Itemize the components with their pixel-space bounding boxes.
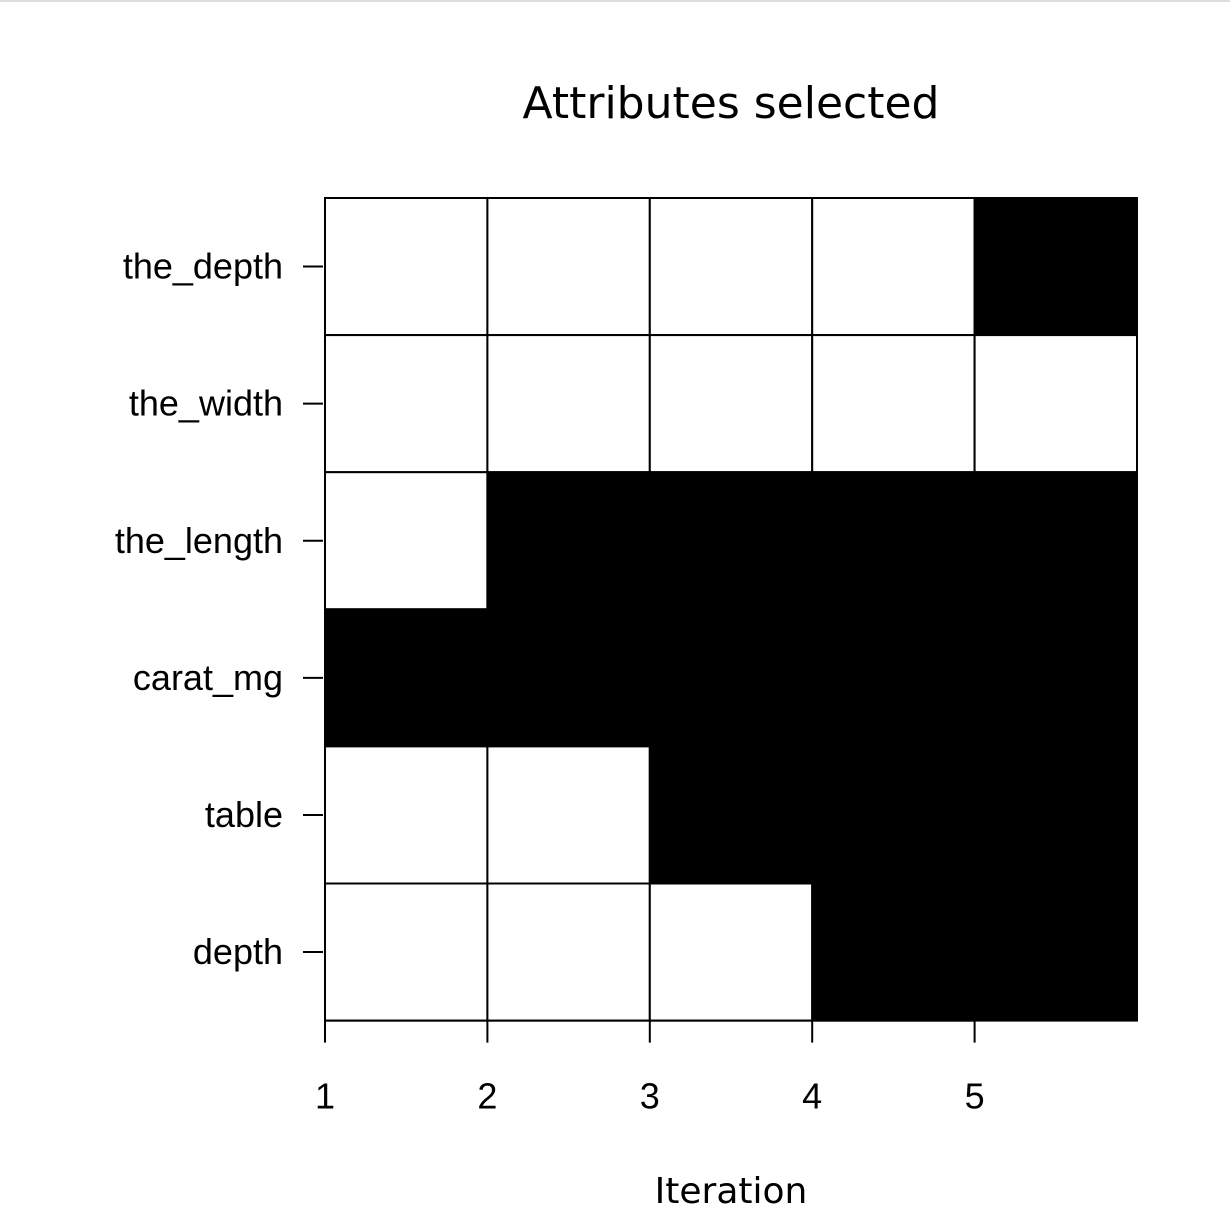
heatmap-cell-table-3 [648,745,814,885]
heatmap-cell-the_depth-4 [811,197,976,337]
heatmap-cell-carat_mg-3 [648,608,814,748]
heatmap-cell-table-5 [973,745,1138,885]
heatmap-cell-table-1 [324,745,489,885]
heatmap-cell-the_length-2 [486,471,651,611]
heatmap-cell-carat_mg-5 [973,608,1138,748]
x-tick-label-5: 5 [965,1076,985,1117]
y-tick-label-table: table [205,794,283,835]
heatmap-cell-the_width-5 [973,334,1138,474]
heatmap-cell-carat_mg-4 [811,608,976,748]
heatmap-cell-depth-4 [811,882,976,1022]
x-tick-label-1: 1 [315,1076,335,1117]
heatmap-cell-the_width-3 [648,334,814,474]
heatmap-cell-the_depth-5 [973,197,1138,337]
heatmap-cell-table-4 [811,745,976,885]
y-tick-label-the_width: the_width [129,383,283,424]
top-rule [0,0,1230,2]
y-tick-label-depth: depth [193,931,283,972]
heatmap-cell-the_width-4 [811,334,976,474]
x-tick-label-4: 4 [802,1076,822,1117]
heatmap-cell-the_width-2 [486,334,651,474]
heatmap-cells [324,197,1138,1022]
heatmap-cell-the_depth-2 [486,197,651,337]
y-axis: the_depth the_width the_length carat_mgtabl… [115,246,323,972]
heatmap-cell-the_length-5 [973,471,1138,611]
y-tick-label-carat_mg: carat_mg [133,657,283,698]
heatmap-cell-carat_mg-2 [486,608,651,748]
heatmap-cell-the_depth-1 [324,197,489,337]
heatmap-cell-the_length-1 [324,471,489,611]
heatmap-cell-depth-3 [648,882,814,1022]
heatmap-cell-table-2 [486,745,651,885]
x-tick-label-2: 2 [477,1076,497,1117]
heatmap-cell-depth-1 [324,882,489,1022]
x-tick-label-3: 3 [640,1076,660,1117]
heatmap-cell-the_length-3 [648,471,814,611]
y-tick-label-the_length: the_length [115,520,283,561]
heatmap-cell-carat_mg-1 [324,608,489,748]
heatmap-cell-the_depth-3 [648,197,814,337]
heatmap-cell-the_length-4 [811,471,976,611]
y-tick-label-the_depth: the_depth [123,246,283,287]
heatmap-cell-the_width-1 [324,334,489,474]
heatmap-cell-depth-2 [486,882,651,1022]
chart-title: Attributes selected [523,78,940,129]
x-axis: 1 2 3 4 5 [315,1019,985,1117]
heatmap-cell-depth-5 [973,882,1138,1022]
x-axis-label: Iteration [655,1171,808,1212]
